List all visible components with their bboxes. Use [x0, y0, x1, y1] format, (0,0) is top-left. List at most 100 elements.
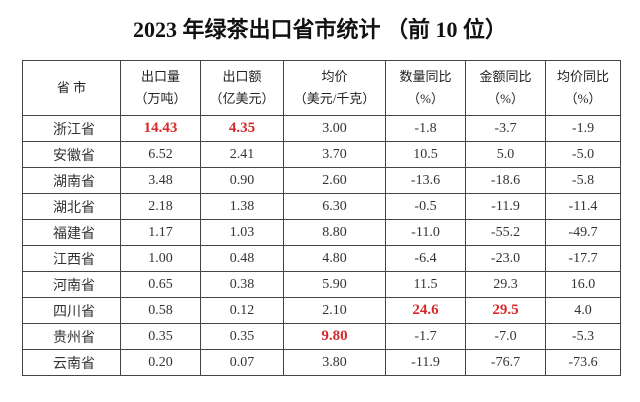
cell: -18.6 — [465, 167, 546, 194]
cell: 0.90 — [200, 167, 284, 194]
header-cell: 出口额 （亿美元） — [200, 60, 284, 116]
cell: -49.7 — [545, 219, 621, 246]
cell: -6.4 — [385, 245, 466, 272]
header-text: （%） — [564, 91, 602, 106]
header-text: （%） — [487, 91, 524, 106]
header-text: 省 市 — [56, 80, 87, 95]
header-cell: 数量同比 （%） — [385, 60, 466, 116]
cell: 1.38 — [200, 193, 284, 220]
header-text: 均价 — [321, 69, 348, 84]
cell: 2.10 — [283, 297, 386, 324]
province-cell: 四川省 — [22, 297, 121, 324]
cell: 2.41 — [200, 141, 284, 168]
cell: 9.80 — [283, 323, 386, 350]
table-row: 贵州省 0.35 0.35 9.80 -1.7 -7.0 -5.3 — [22, 323, 621, 350]
cell: 0.35 — [120, 323, 201, 350]
cell: 4.35 — [200, 115, 284, 142]
cell: 3.00 — [283, 115, 386, 142]
province-cell: 安徽省 — [22, 141, 121, 168]
table-row: 云南省 0.20 0.07 3.80 -11.9 -76.7 -73.6 — [22, 349, 621, 376]
cell: 10.5 — [385, 141, 466, 168]
cell: -23.0 — [465, 245, 546, 272]
header-text: 出口量 — [140, 69, 180, 84]
table-row: 湖北省 2.18 1.38 6.30 -0.5 -11.9 -11.4 — [22, 193, 621, 220]
table-row: 安徽省 6.52 2.41 3.70 10.5 5.0 -5.0 — [22, 141, 621, 168]
cell: 14.43 — [120, 115, 201, 142]
cell: -11.0 — [385, 219, 466, 246]
cell: 0.07 — [200, 349, 284, 376]
province-cell: 云南省 — [22, 349, 121, 376]
header-cell: 均价同比 （%） — [545, 60, 621, 116]
table-row: 湖南省 3.48 0.90 2.60 -13.6 -18.6 -5.8 — [22, 167, 621, 194]
cell: 0.48 — [200, 245, 284, 272]
cell: 29.3 — [465, 271, 546, 298]
table-row: 江西省 1.00 0.48 4.80 -6.4 -23.0 -17.7 — [22, 245, 621, 272]
cell: 3.80 — [283, 349, 386, 376]
province-cell: 福建省 — [22, 219, 121, 246]
cell: 4.80 — [283, 245, 386, 272]
cell: 2.60 — [283, 167, 386, 194]
cell: 6.52 — [120, 141, 201, 168]
cell: 5.90 — [283, 271, 386, 298]
province-cell: 河南省 — [22, 271, 121, 298]
table-row: 河南省 0.65 0.38 5.90 11.5 29.3 16.0 — [22, 271, 621, 298]
cell: -1.9 — [545, 115, 621, 142]
title: 2023 年绿茶出口省市统计 （前 10 位） — [132, 17, 507, 42]
cell: -1.7 — [385, 323, 466, 350]
table: 省 市 出口量 （万吨） 出口额 （亿美元） 均价 （美元/千克） 数量同比 （%） 金额同比 （%… — [22, 60, 621, 376]
cell: 6.30 — [283, 193, 386, 220]
province-cell: 浙江省 — [22, 115, 121, 142]
header-cell: 均价 （美元/千克） — [283, 60, 386, 116]
province-cell: 湖北省 — [22, 193, 121, 220]
cell: -5.0 — [545, 141, 621, 168]
header-text: 金额同比 — [479, 69, 532, 84]
header-text: 数量同比 — [399, 69, 452, 84]
province-cell: 湖南省 — [22, 167, 121, 194]
cell: 3.48 — [120, 167, 201, 194]
cell: 0.65 — [120, 271, 201, 298]
header-cell: 出口量 （万吨） — [120, 60, 201, 116]
cell: 5.0 — [465, 141, 546, 168]
province-cell: 江西省 — [22, 245, 121, 272]
cell: 11.5 — [385, 271, 466, 298]
header-text: （美元/千克） — [293, 91, 376, 106]
header-text: （万吨） — [134, 91, 187, 106]
cell: 16.0 — [545, 271, 621, 298]
cell: -5.3 — [545, 323, 621, 350]
header-row: 省 市 出口量 （万吨） 出口额 （亿美元） 均价 （美元/千克） 数量同比 （%） 金额同比 （%… — [22, 60, 621, 116]
cell: 0.38 — [200, 271, 284, 298]
cell: -7.0 — [465, 323, 546, 350]
table-body: 浙江省 14.43 4.35 3.00 -1.8 -3.7 -1.9 安徽省 6.52 2.41 3… — [22, 115, 621, 376]
table-row: 福建省 1.17 1.03 8.80 -11.0 -55.2 -49.7 — [22, 219, 621, 246]
cell: 1.17 — [120, 219, 201, 246]
cell: 1.03 — [200, 219, 284, 246]
header-cell: 省 市 — [22, 60, 121, 116]
cell: 1.00 — [120, 245, 201, 272]
cell: 29.5 — [465, 297, 546, 324]
cell: 8.80 — [283, 219, 386, 246]
cell: -11.4 — [545, 193, 621, 220]
cell: 2.18 — [120, 193, 201, 220]
cell: -73.6 — [545, 349, 621, 376]
cell: -5.8 — [545, 167, 621, 194]
table-row: 浙江省 14.43 4.35 3.00 -1.8 -3.7 -1.9 — [22, 115, 621, 142]
cell: -3.7 — [465, 115, 546, 142]
header-text: （亿美元） — [209, 91, 275, 106]
table-row: 四川省 0.58 0.12 2.10 24.6 29.5 4.0 — [22, 297, 621, 324]
header-text: 均价同比 — [556, 69, 609, 84]
header-text: 出口额 — [222, 69, 262, 84]
cell: -55.2 — [465, 219, 546, 246]
cell: -76.7 — [465, 349, 546, 376]
cell: -13.6 — [385, 167, 466, 194]
province-cell: 贵州省 — [22, 323, 121, 350]
cell: -0.5 — [385, 193, 466, 220]
cell: 0.35 — [200, 323, 284, 350]
cell: 0.12 — [200, 297, 284, 324]
cell: -17.7 — [545, 245, 621, 272]
cell: -11.9 — [385, 349, 466, 376]
cell: 4.0 — [545, 297, 621, 324]
header-cell: 金额同比 （%） — [465, 60, 546, 116]
header-text: （%） — [407, 91, 444, 106]
cell: -11.9 — [465, 193, 546, 220]
